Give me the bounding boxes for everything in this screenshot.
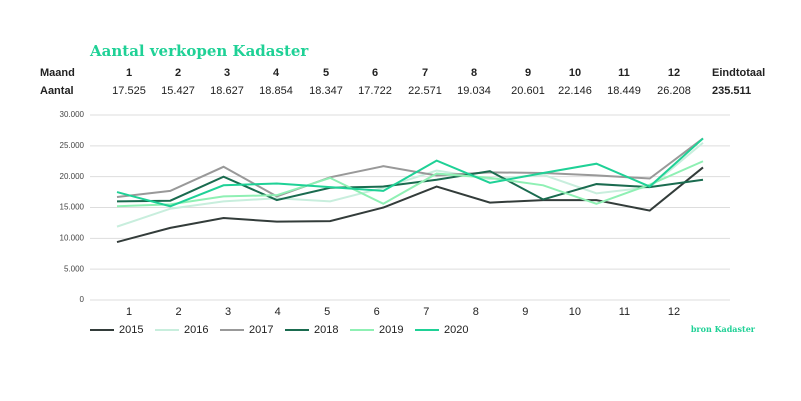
table-cell: Aantal	[40, 85, 74, 97]
y-tick-label: 15.000	[60, 203, 85, 212]
x-tick-label: 10	[569, 306, 581, 318]
series-line	[116, 137, 704, 199]
legend-label: 2018	[314, 324, 338, 336]
table-cell: 17.525	[112, 85, 146, 97]
table-header: 9	[525, 67, 531, 79]
y-tick-label: 20.000	[60, 172, 85, 181]
table-cell: 26.208	[657, 85, 691, 97]
table-cell: 18.347	[309, 85, 343, 97]
table-header: 4	[273, 67, 280, 79]
y-tick-label: 30.000	[60, 110, 85, 119]
table-header: 11	[618, 67, 630, 79]
y-tick-label: 0	[80, 295, 85, 304]
table-cell: 18.627	[210, 85, 244, 97]
table-cell: 22.571	[408, 85, 442, 97]
table-header: 8	[471, 67, 477, 79]
x-tick-label: 6	[374, 306, 380, 318]
table-header: 3	[224, 67, 230, 79]
x-tick-label: 12	[668, 306, 680, 318]
y-tick-label: 10.000	[60, 233, 85, 242]
chart-title: Aantal verkopen Kadaster	[89, 42, 309, 60]
table-cell: 18.449	[607, 85, 641, 97]
x-tick-label: 3	[225, 306, 231, 318]
x-tick-label: 8	[473, 306, 479, 318]
table-header: Maand	[40, 67, 75, 79]
table-cell: 20.601	[511, 85, 545, 97]
legend-label: 2017	[249, 324, 273, 336]
series-line	[116, 141, 704, 228]
series-line	[116, 170, 704, 203]
table-header: 6	[372, 67, 378, 79]
x-tick-label: 9	[522, 306, 528, 318]
x-tick-label: 1	[126, 306, 132, 318]
table-cell: 15.427	[161, 85, 195, 97]
x-tick-label: 5	[324, 306, 330, 318]
table-header: 10	[569, 67, 581, 79]
table-header: 1	[126, 67, 132, 79]
x-tick-label: 7	[423, 306, 429, 318]
source: bron Kadaster	[691, 324, 756, 334]
table-cell: 19.034	[457, 85, 491, 97]
table-header: 7	[422, 67, 428, 79]
y-tick-label: 25.000	[60, 141, 85, 150]
y-tick-label: 5.000	[64, 264, 85, 273]
series-line	[116, 166, 704, 243]
table-cell: 22.146	[558, 85, 592, 97]
table-cell: 235.511	[712, 85, 751, 97]
legend-label: 2016	[184, 324, 208, 336]
x-tick-label: 4	[275, 306, 281, 318]
table-header: 2	[175, 67, 181, 79]
table-header: 12	[668, 67, 680, 79]
legend-label: 2019	[379, 324, 403, 336]
series-line	[116, 160, 704, 208]
series-line	[116, 137, 704, 208]
x-tick-label: 2	[175, 306, 181, 318]
legend-label: 2015	[119, 324, 143, 336]
table-header: Eindtotaal	[712, 67, 765, 79]
legend-label: 2020	[444, 324, 468, 336]
table-cell: 18.854	[259, 85, 293, 97]
x-tick-label: 11	[619, 306, 630, 318]
table-header: 5	[323, 67, 329, 79]
table-cell: 17.722	[358, 85, 392, 97]
